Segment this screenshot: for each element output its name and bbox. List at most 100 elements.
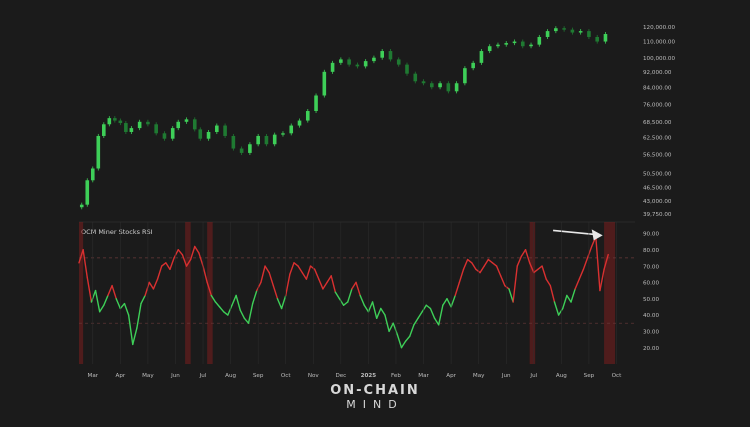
candle-body <box>90 168 95 181</box>
candle-body <box>603 34 608 42</box>
candle-body <box>496 44 500 47</box>
rsi-segment <box>421 304 427 313</box>
time-tick-label: May <box>473 373 485 379</box>
rsi-segment <box>165 262 171 271</box>
rsi-segment <box>388 322 394 333</box>
price-candle <box>90 166 95 183</box>
rsi-segment <box>599 268 605 292</box>
price-candle <box>305 108 310 123</box>
price-candle <box>223 123 227 139</box>
candle-body <box>529 44 533 47</box>
candle-body <box>154 124 158 134</box>
rsi-segment <box>107 284 113 297</box>
candle-body <box>463 68 467 84</box>
candle-body <box>215 125 219 132</box>
rsi-segment <box>442 298 448 306</box>
price-tick-label: 62,500.00 <box>643 136 672 142</box>
rsi-segment <box>98 304 105 313</box>
price-candle <box>487 44 492 54</box>
price-candle <box>281 131 285 137</box>
rsi-segment <box>289 262 295 275</box>
rsi-segment <box>409 324 415 337</box>
candle-body <box>520 41 525 47</box>
rsi-segment <box>239 309 246 319</box>
candle-body <box>479 51 484 63</box>
price-candle <box>355 62 360 69</box>
price-candle <box>405 62 409 76</box>
rsi-segment <box>429 307 436 319</box>
rsi-segment <box>471 262 477 271</box>
rsi-segment <box>392 322 399 336</box>
rsi-segment <box>380 307 386 316</box>
rsi-segment <box>450 294 456 308</box>
rsi-segment <box>491 262 498 267</box>
rsi-segment <box>185 258 192 267</box>
annotation-arrow <box>553 229 603 241</box>
rsi-segment <box>198 252 204 267</box>
price-candle <box>603 31 608 44</box>
rsi-segment <box>94 289 101 313</box>
candle-body <box>162 133 167 139</box>
price-tick-label: 43,000.00 <box>643 199 672 205</box>
price-candle <box>587 29 591 40</box>
time-tick-label: Jul <box>199 373 207 379</box>
time-tick-label: Mar <box>418 373 429 379</box>
time-tick-label: Feb <box>391 373 401 379</box>
rsi-segment <box>251 289 258 305</box>
rsi-tick-label: 20.00 <box>643 346 659 352</box>
time-tick-label: Sep <box>253 373 264 379</box>
price-tick-label: 92,000.00 <box>643 70 672 76</box>
rsi-segment <box>169 257 175 271</box>
rsi-segment <box>123 302 130 316</box>
time-tick-label: Apr <box>116 373 126 379</box>
candle-body <box>314 95 318 112</box>
candle-body <box>118 120 123 124</box>
rsi-segment <box>119 302 126 310</box>
rsi-segment <box>152 278 159 290</box>
rsi-segment <box>305 265 312 280</box>
candle-body <box>176 121 181 129</box>
time-tick-label: May <box>142 373 154 379</box>
price-tick-label: 100,000.00 <box>643 56 675 62</box>
price-candle <box>107 116 112 127</box>
price-candle <box>170 126 175 141</box>
rsi-highlight-band <box>529 222 536 364</box>
rsi-segment <box>103 294 109 306</box>
rsi-segment <box>479 265 485 274</box>
rsi-segment <box>582 257 589 271</box>
price-candle <box>421 79 426 86</box>
candle-body <box>405 64 409 74</box>
price-candle <box>162 131 167 141</box>
brand-logo-subtext: MIND <box>346 398 404 411</box>
time-tick-label: Apr <box>446 373 456 379</box>
candle-body <box>471 62 475 69</box>
rsi-segment <box>160 262 167 267</box>
price-tick-label: 50,500.00 <box>643 172 672 178</box>
price-tick-label: 84,000.00 <box>643 85 672 91</box>
price-candle <box>176 119 181 131</box>
price-candle <box>363 59 368 69</box>
price-tick-label: 46,500.00 <box>643 186 672 192</box>
rsi-segment <box>466 258 473 264</box>
time-tick-label: Mar <box>88 373 99 379</box>
rsi-segment <box>264 265 270 274</box>
candle-body <box>206 131 211 139</box>
rsi-tick-label: 40.00 <box>643 313 659 319</box>
price-candle <box>537 34 542 47</box>
rsi-segment <box>243 317 250 324</box>
rsi-segment <box>363 304 370 313</box>
price-candle <box>396 57 401 67</box>
rsi-segment <box>516 255 523 267</box>
rsi-segment <box>425 304 432 310</box>
rsi-segment <box>446 298 452 308</box>
price-tick-label: 76,000.00 <box>643 102 672 108</box>
candle-body <box>256 135 260 145</box>
rsi-highlight-band <box>185 222 191 364</box>
candle-body <box>454 83 459 92</box>
time-tick-label: Aug <box>556 373 567 379</box>
rsi-segment <box>293 262 299 267</box>
candle-body <box>170 128 175 139</box>
price-candle <box>562 26 566 32</box>
price-candle <box>264 133 269 147</box>
